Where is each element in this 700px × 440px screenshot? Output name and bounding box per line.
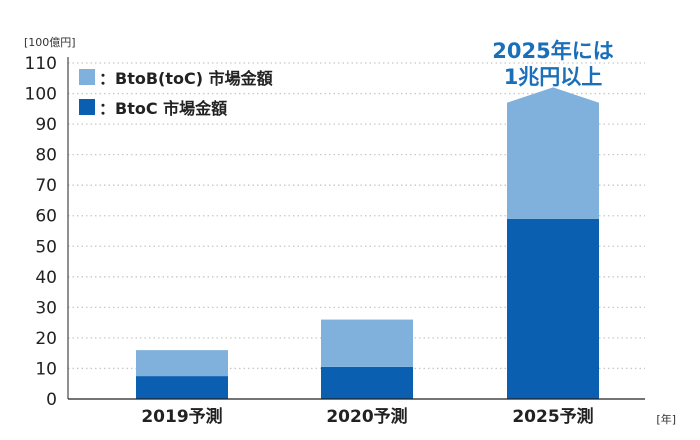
y-tick-label: 70 [35,176,57,196]
bar-segment-btob-toc-arrow [507,87,599,219]
y-tick-label: 30 [35,298,57,318]
y-tick-label: 90 [35,115,57,135]
bar-segment-btoc [321,366,413,399]
legend: ：BtoB(toC) 市場金額 ：BtoC 市場金額 [79,69,273,118]
x-category-label: 2025予測 [512,406,593,427]
bar-segment-btoc [507,218,599,399]
axes: 0 10 20 30 40 50 60 70 80 90 100 110 2019予測 2020予測 202… [25,54,645,427]
y-tick-label: 80 [35,146,57,166]
legend-swatch-btob-toc [79,69,95,85]
bar-segment-btoc [136,376,228,399]
y-tick-label: 10 [35,359,57,379]
y-tick-label: 60 [35,207,57,227]
y-tick-label: 20 [35,329,57,349]
y-tick-label: 110 [25,54,57,74]
y-tick-label: 100 [25,85,57,105]
legend-label-btoc: ：BtoC 市場金額 [99,99,227,118]
annotation-line-2: 1兆円以上 [504,65,603,89]
x-axis-unit-label: [年] [656,412,676,426]
legend-swatch-btoc [79,99,95,115]
y-axis-unit-label: [100億円] [24,36,76,49]
x-category-label: 2019予測 [141,406,222,427]
annotation-line-1: 2025年には [492,39,613,63]
y-tick-label: 50 [35,237,57,257]
legend-label-btob-toc: ：BtoB(toC) 市場金額 [99,69,273,88]
y-tick-label: 40 [35,268,57,288]
bar-segment-btob-toc [136,350,228,377]
bar-segment-btob-toc [321,319,413,367]
bars [136,87,599,399]
y-tick-label: 0 [46,390,57,410]
x-category-label: 2020予測 [326,406,407,427]
